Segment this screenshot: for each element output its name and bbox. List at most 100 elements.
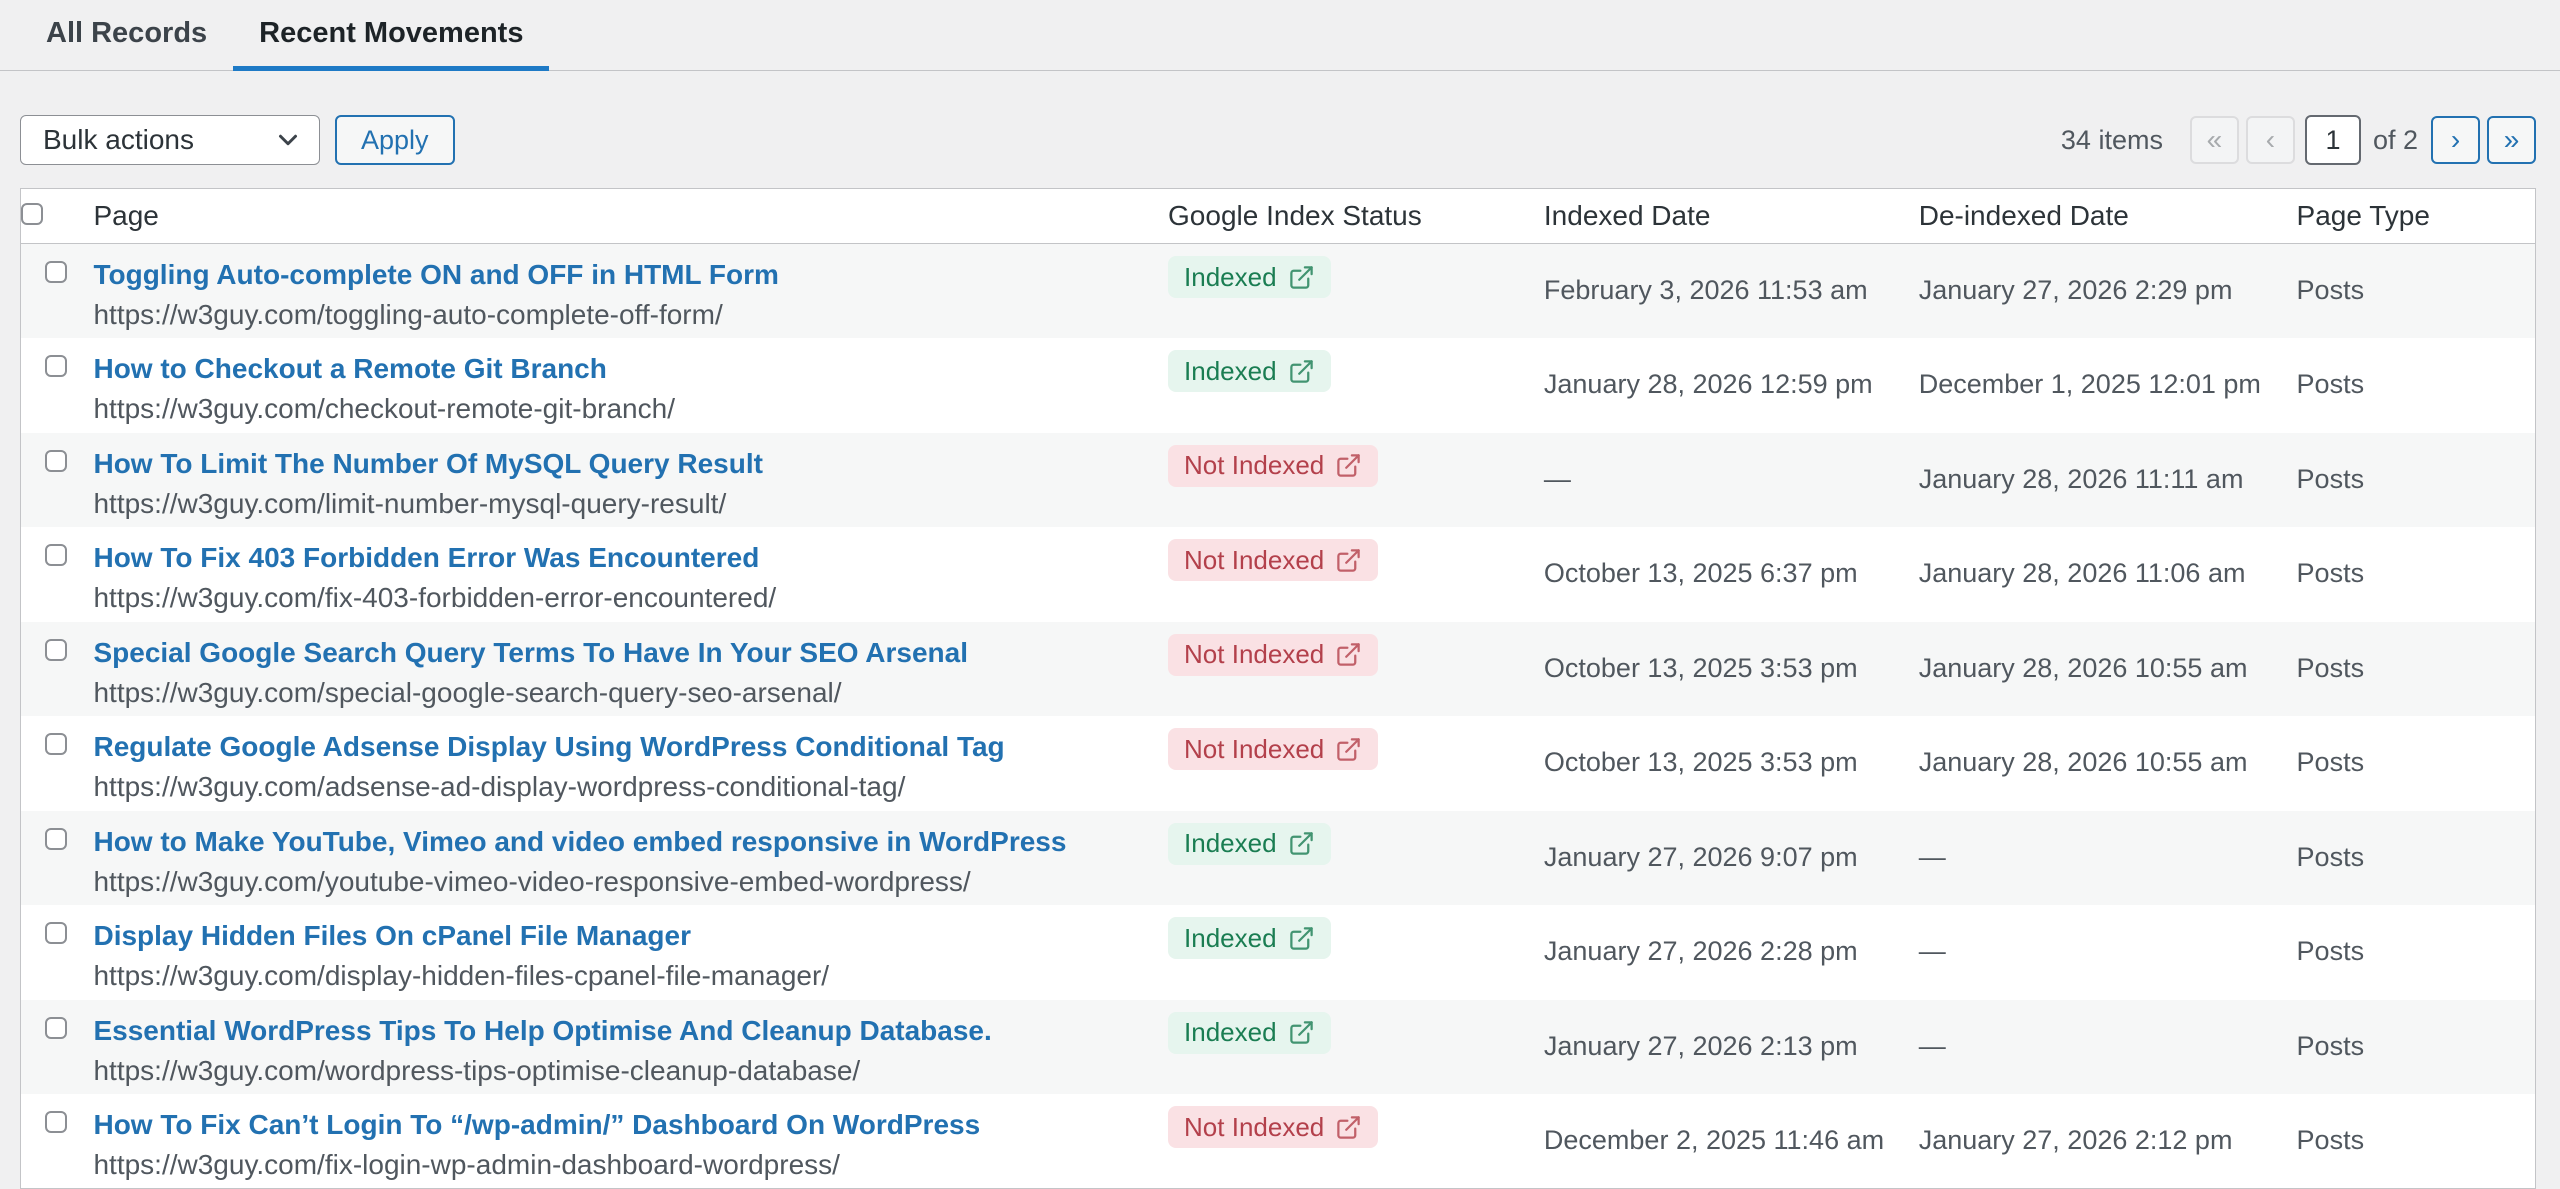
page-title-link[interactable]: How to Make YouTube, Vimeo and video emb…: [93, 825, 1067, 857]
external-link-icon: [1335, 547, 1362, 574]
indexed-date: October 13, 2025 3:53 pm: [1543, 652, 1858, 683]
row-checkbox[interactable]: [45, 1016, 67, 1039]
index-status-badge[interactable]: Not Indexed: [1168, 633, 1379, 676]
page-type: Posts: [2296, 558, 2365, 588]
column-header-page-type: Page Type: [2296, 188, 2536, 244]
apply-button[interactable]: Apply: [335, 115, 455, 165]
page-title-link[interactable]: Display Hidden Files On cPanel File Mana…: [93, 920, 691, 951]
indexed-date: January 27, 2026 2:13 pm: [1543, 1030, 1858, 1061]
page-type: Posts: [2296, 463, 2365, 494]
table-header-row: Page Google Index Status Indexed Date De…: [20, 188, 2536, 244]
index-status-badge[interactable]: Indexed: [1168, 256, 1331, 298]
index-status-badge[interactable]: Indexed: [1168, 822, 1331, 865]
deindexed-date: —: [1918, 841, 1946, 872]
row-checkbox[interactable]: [45, 355, 67, 377]
row-checkbox[interactable]: [45, 544, 67, 566]
index-status-label: Indexed: [1184, 355, 1277, 386]
table-row: Toggling Auto-complete ON and OFF in HTM…: [20, 243, 2536, 338]
index-status-label: Not Indexed: [1184, 450, 1325, 480]
page-type: Posts: [2296, 275, 2365, 305]
page-title-link[interactable]: Special Google Search Query Terms To Hav…: [93, 636, 968, 668]
page-type: Posts: [2296, 841, 2365, 872]
deindexed-date: January 27, 2026 2:12 pm: [1918, 1125, 2233, 1155]
table-row: Display Hidden Files On cPanel File Mana…: [21, 905, 2536, 1000]
page-title-link[interactable]: Regulate Google Adsense Display Using Wo…: [93, 731, 1005, 762]
row-checkbox[interactable]: [45, 922, 67, 944]
external-link-icon: [1335, 1114, 1362, 1141]
index-status-badge[interactable]: Indexed: [1168, 350, 1331, 392]
indexed-date: December 2, 2025 11:46 am: [1543, 1125, 1885, 1155]
column-header-page: Page: [93, 188, 1169, 244]
page-type: Posts: [2296, 1125, 2365, 1155]
deindexed-date: —: [1918, 936, 1946, 966]
bulk-actions-select[interactable]: Bulk actions: [20, 115, 320, 165]
index-status-label: Indexed: [1184, 1017, 1277, 1047]
external-link-icon: [1335, 452, 1362, 479]
indexed-date: October 13, 2025 3:53 pm: [1543, 747, 1858, 777]
page-url: https://w3guy.com/wordpress-tips-optimis…: [93, 1054, 861, 1086]
deindexed-date: January 28, 2026 11:11 am: [1918, 463, 2244, 494]
deindexed-date: January 28, 2026 10:55 am: [1918, 652, 2248, 683]
page-title-link[interactable]: How To Fix Can’t Login To “/wp-admin/” D…: [93, 1109, 981, 1140]
index-status-badge[interactable]: Not Indexed: [1168, 1106, 1379, 1148]
row-checkbox[interactable]: [45, 449, 67, 472]
table-body: Toggling Auto-complete ON and OFF in HTM…: [20, 243, 2536, 1189]
index-status-label: Indexed: [1184, 922, 1277, 953]
total-pages-label: of 2: [2372, 124, 2418, 155]
page-title-link[interactable]: Toggling Auto-complete ON and OFF in HTM…: [93, 259, 779, 290]
next-page-button[interactable]: ›: [2431, 116, 2480, 164]
current-page-input[interactable]: [2304, 115, 2361, 165]
table-row: How To Fix Can’t Login To “/wp-admin/” D…: [21, 1094, 2536, 1189]
table-row: How to Make YouTube, Vimeo and video emb…: [20, 810, 2536, 905]
external-link-icon: [1335, 736, 1362, 763]
page-title-link[interactable]: Essential WordPress Tips To Help Optimis…: [93, 1014, 992, 1046]
page-url: https://w3guy.com/fix-login-wp-admin-das…: [93, 1149, 840, 1180]
indexed-date: January 27, 2026 9:07 pm: [1543, 841, 1858, 872]
external-link-icon: [1288, 358, 1315, 385]
index-status-label: Not Indexed: [1184, 733, 1325, 764]
column-header-status: Google Index Status: [1168, 188, 1544, 244]
select-all-checkbox[interactable]: [21, 203, 43, 225]
index-status-badge[interactable]: Not Indexed: [1168, 728, 1379, 770]
page-url: https://w3guy.com/limit-number-mysql-que…: [93, 487, 727, 519]
page-title-link[interactable]: How to Checkout a Remote Git Branch: [93, 353, 607, 384]
tab-all-records[interactable]: All Records: [46, 16, 208, 49]
tab-recent-movements[interactable]: Recent Movements: [233, 0, 550, 71]
column-header-indexed-date: Indexed Date: [1543, 188, 1919, 244]
first-page-button[interactable]: «: [2189, 116, 2239, 164]
row-checkbox[interactable]: [45, 827, 67, 850]
index-status-badge[interactable]: Not Indexed: [1168, 539, 1379, 581]
indexed-date: January 27, 2026 2:28 pm: [1543, 936, 1858, 966]
page-type: Posts: [2296, 747, 2365, 777]
page-type: Posts: [2296, 936, 2365, 966]
index-status-badge[interactable]: Not Indexed: [1168, 444, 1379, 487]
table-toolbar: Bulk actions Apply 34 items « ‹ of 2 › »: [20, 115, 2536, 165]
prev-page-button[interactable]: ‹: [2245, 116, 2295, 164]
records-table: Page Google Index Status Indexed Date De…: [20, 188, 2536, 1189]
records-table-wrap: Page Google Index Status Indexed Date De…: [20, 188, 2540, 1189]
indexed-date: —: [1543, 463, 1571, 494]
index-status-label: Not Indexed: [1184, 1111, 1325, 1142]
row-checkbox[interactable]: [45, 638, 67, 661]
items-count: 34 items: [2060, 124, 2163, 155]
table-row: How to Checkout a Remote Git Branch http…: [21, 338, 2536, 433]
index-status-badge[interactable]: Indexed: [1168, 917, 1331, 959]
index-status-badge[interactable]: Indexed: [1168, 1011, 1331, 1054]
page-title-link[interactable]: How To Fix 403 Forbidden Error Was Encou…: [93, 542, 760, 573]
table-row: How To Limit The Number Of MySQL Query R…: [20, 432, 2536, 527]
page-title-link[interactable]: How To Limit The Number Of MySQL Query R…: [93, 447, 763, 479]
page-type: Posts: [2296, 1030, 2365, 1061]
page-type: Posts: [2296, 369, 2365, 399]
page-url: https://w3guy.com/youtube-vimeo-video-re…: [93, 865, 971, 897]
external-link-icon: [1288, 264, 1315, 291]
last-page-button[interactable]: »: [2487, 116, 2536, 164]
index-status-label: Not Indexed: [1184, 639, 1325, 669]
row-checkbox[interactable]: [45, 733, 67, 755]
indexed-date: February 3, 2026 11:53 am: [1543, 275, 1868, 305]
row-checkbox[interactable]: [45, 261, 67, 283]
page-url: https://w3guy.com/special-google-search-…: [93, 676, 842, 708]
external-link-icon: [1288, 830, 1315, 857]
row-checkbox[interactable]: [45, 1111, 67, 1133]
deindexed-date: —: [1918, 1030, 1946, 1061]
deindexed-date: January 27, 2026 2:29 pm: [1918, 275, 2233, 305]
